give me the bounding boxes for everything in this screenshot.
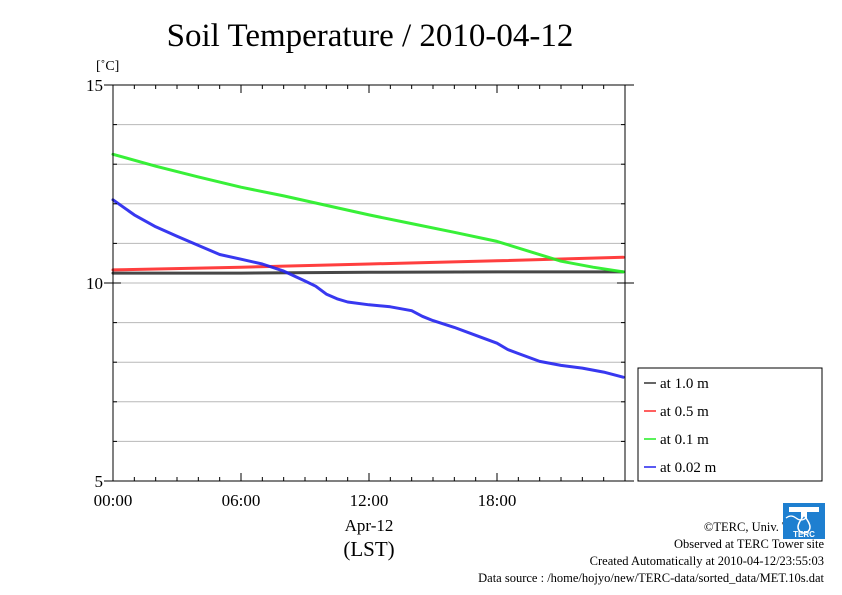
series-line <box>111 198 625 379</box>
series-lines <box>111 152 625 379</box>
grid-lines <box>113 124 625 442</box>
observation-site-text: Observed at TERC Tower site <box>673 537 824 551</box>
data-source-text: Data source : /home/hojyo/new/TERC-data/… <box>478 571 824 585</box>
legend-box <box>637 367 823 482</box>
legend-label: at 0.5 m <box>660 404 709 420</box>
series-line <box>111 255 625 272</box>
series-line <box>111 152 625 274</box>
legend: at 1.0 m at 0.5 m at 0.1 m at 0.02 m <box>637 367 823 482</box>
x-date-label: Apr-12 <box>345 516 394 535</box>
legend-label: at 0.1 m <box>660 432 709 448</box>
x-tick-label: 12:00 <box>350 491 389 510</box>
x-tick-label: 18:00 <box>478 491 517 510</box>
x-axis-label: (LST) <box>343 537 394 561</box>
axis-ticks: 5 10 15 00:00 06:00 12:00 18:00 <box>86 76 634 510</box>
legend-label: at 1.0 m <box>660 376 709 392</box>
terc-logo: TERC <box>783 503 825 539</box>
x-tick-label: 00:00 <box>94 491 133 510</box>
y-tick-label: 10 <box>86 274 103 293</box>
y-axis-label: [˚C] <box>96 59 119 74</box>
y-tick-label: 15 <box>86 76 103 95</box>
y-tick-label: 5 <box>95 472 104 491</box>
x-tick-label: 06:00 <box>222 491 261 510</box>
legend-label: at 0.02 m <box>660 460 717 476</box>
svg-text:TERC: TERC <box>793 530 815 539</box>
series-line <box>111 270 625 275</box>
chart-title: Soil Temperature / 2010-04-12 <box>167 18 574 54</box>
created-timestamp-text: Created Automatically at 2010-04-12/23:5… <box>589 554 824 568</box>
